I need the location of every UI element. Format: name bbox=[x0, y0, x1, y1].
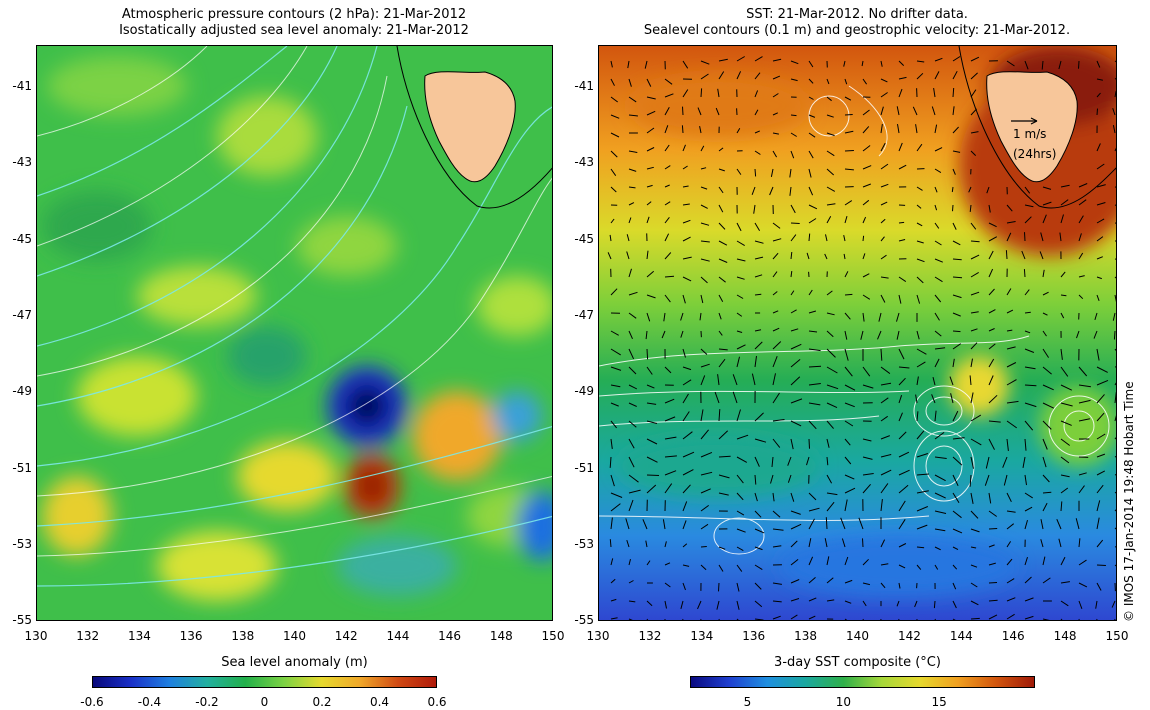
geostrophic-velocity-arrows bbox=[607, 56, 1116, 620]
tasmania-land-sst bbox=[986, 71, 1078, 183]
left-y-tick: -53 bbox=[12, 536, 32, 551]
left-colorbar-tick: -0.6 bbox=[80, 695, 104, 709]
right-y-tick: -45 bbox=[574, 231, 594, 246]
left-title-line2: Isostatically adjusted sea level anomaly… bbox=[119, 23, 469, 38]
left-colorbar-tick: 0 bbox=[260, 695, 269, 709]
right-x-tick: 132 bbox=[638, 629, 662, 643]
left-y-tick: -43 bbox=[12, 155, 32, 170]
left-colorbar-tick: 0.6 bbox=[427, 695, 447, 709]
left-colorbar-tick: -0.4 bbox=[137, 695, 162, 709]
right-y-tick: -53 bbox=[574, 536, 594, 551]
right-x-tick: 136 bbox=[742, 629, 766, 643]
sea-level-anomaly-field bbox=[37, 46, 552, 620]
scale-arrow-label-line2: (24hrs) bbox=[1013, 147, 1056, 161]
left-y-tick: -47 bbox=[12, 307, 32, 322]
left-colorbar bbox=[92, 676, 437, 688]
right-colorbar-label: 3-day SST composite (°C) bbox=[774, 655, 941, 670]
left-x-tick: 136 bbox=[179, 629, 203, 643]
left-colorbar-tick: 0.2 bbox=[312, 695, 332, 709]
velocity-scale-arrow bbox=[1011, 117, 1038, 125]
right-y-tick: -51 bbox=[574, 460, 594, 475]
left-x-tick: 132 bbox=[76, 629, 100, 643]
right-x-tick: 148 bbox=[1053, 629, 1077, 643]
right-y-tick: -49 bbox=[574, 384, 594, 399]
imos-credit: © IMOS 17-Jan-2014 19:48 Hobart Time bbox=[1122, 381, 1136, 622]
left-x-tick: 148 bbox=[489, 629, 513, 643]
left-title-line1: Atmospheric pressure contours (2 hPa): 2… bbox=[121, 7, 467, 22]
sea-level-anomaly-map bbox=[36, 45, 553, 621]
right-y-tick: -55 bbox=[574, 613, 594, 628]
right-title-line2: Sealevel contours (0.1 m) and geostrophi… bbox=[643, 23, 1071, 38]
left-x-tick: 140 bbox=[283, 629, 306, 643]
right-x-tick: 140 bbox=[846, 629, 869, 643]
right-x-tick: 130 bbox=[586, 629, 610, 643]
right-x-tick: 144 bbox=[949, 629, 973, 643]
right-colorbar-tick: 5 bbox=[743, 695, 752, 709]
right-x-tick: 138 bbox=[794, 629, 818, 643]
left-x-tick: 130 bbox=[24, 629, 48, 643]
left-x-tick: 142 bbox=[334, 629, 358, 643]
sst-field: 1 m/s (24hrs) bbox=[599, 46, 1116, 620]
right-x-tick: 150 bbox=[1105, 629, 1129, 643]
right-colorbar bbox=[690, 676, 1035, 688]
left-y-tick: -55 bbox=[12, 613, 32, 628]
left-colorbar-tick: -0.2 bbox=[195, 695, 219, 709]
left-x-tick: 138 bbox=[231, 629, 255, 643]
scale-arrow-label-line1: 1 m/s bbox=[1013, 127, 1046, 141]
left-x-tick: 150 bbox=[541, 629, 565, 643]
left-colorbar-label: Sea level anomaly (m) bbox=[221, 655, 368, 670]
left-x-tick: 146 bbox=[438, 629, 462, 643]
left-y-tick: -45 bbox=[12, 231, 32, 246]
right-colorbar-tick: 10 bbox=[835, 695, 851, 709]
right-x-tick: 146 bbox=[1001, 629, 1025, 643]
right-y-tick: -47 bbox=[574, 307, 594, 322]
left-x-tick: 134 bbox=[127, 629, 151, 643]
left-y-tick: -49 bbox=[12, 384, 32, 399]
right-y-tick: -41 bbox=[574, 79, 594, 93]
right-x-tick: 134 bbox=[690, 629, 714, 643]
right-title-line1: SST: 21-Mar-2012. No drifter data. bbox=[746, 7, 968, 22]
tasmania-land bbox=[424, 71, 516, 183]
left-y-tick: -51 bbox=[12, 460, 32, 475]
sst-map: 1 m/s (24hrs) bbox=[598, 45, 1117, 621]
left-x-tick: 144 bbox=[386, 629, 410, 643]
left-colorbar-tick: 0.4 bbox=[369, 695, 390, 709]
right-colorbar-tick: 15 bbox=[931, 695, 947, 709]
left-y-tick: -41 bbox=[12, 79, 32, 93]
right-y-tick: -43 bbox=[574, 155, 594, 170]
right-x-tick: 142 bbox=[897, 629, 921, 643]
